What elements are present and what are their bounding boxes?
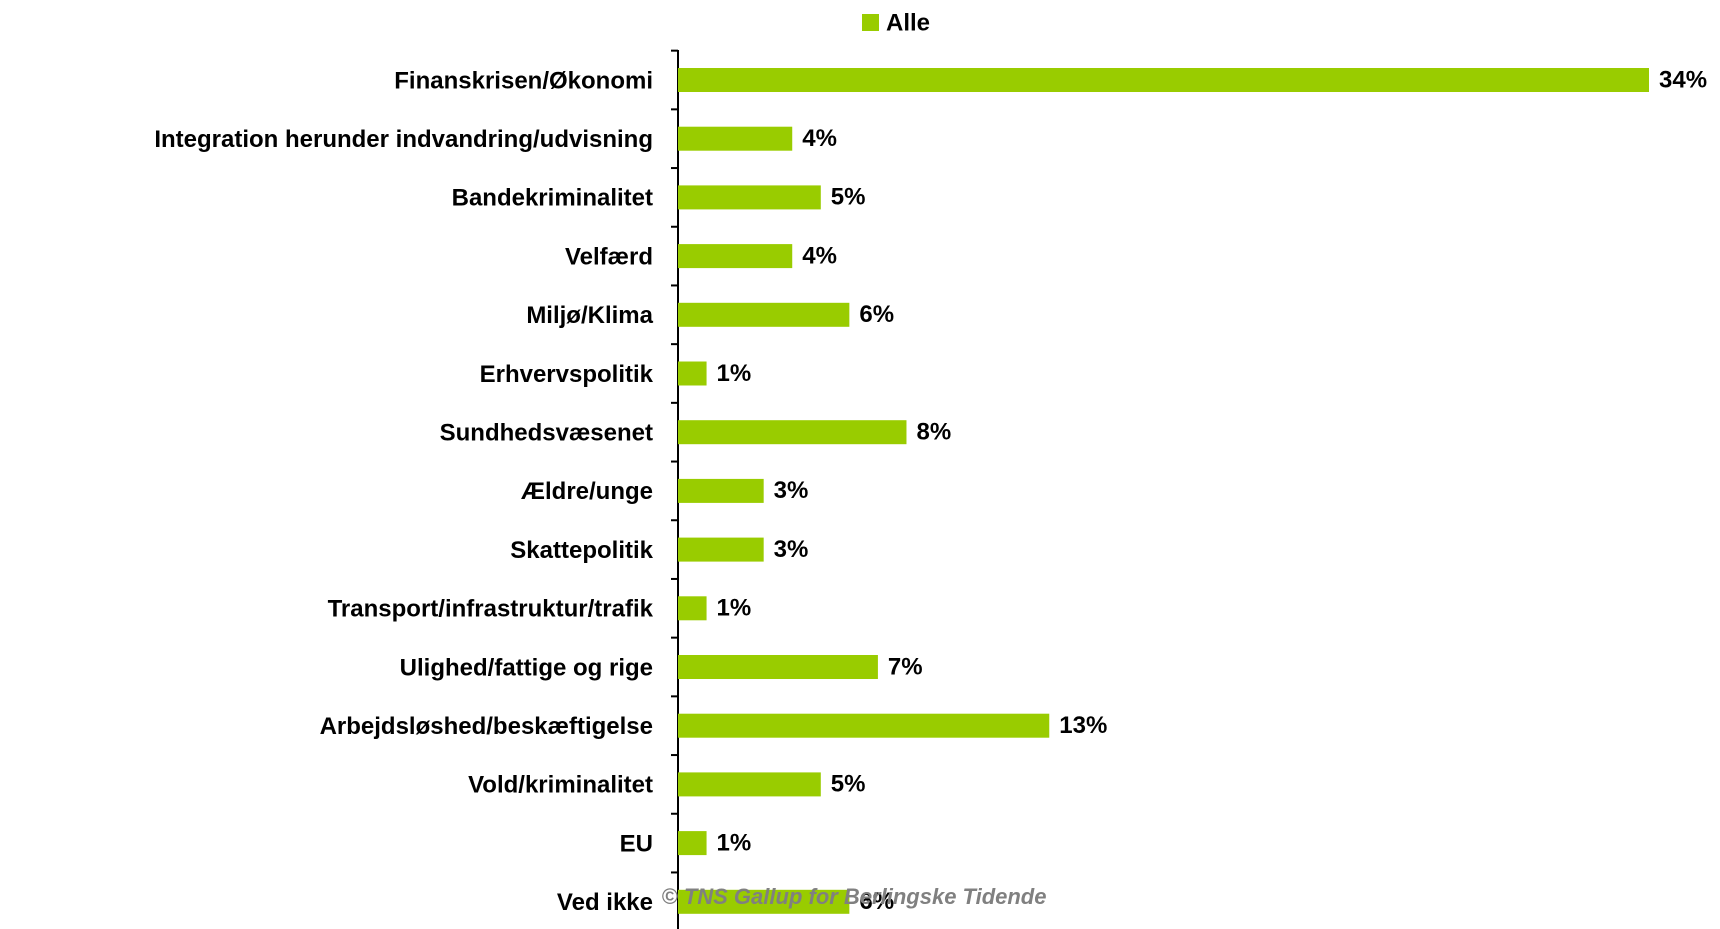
category-label: Finanskrisen/Økonomi — [394, 67, 653, 94]
category-label: Miljø/Klima — [526, 302, 653, 329]
category-label: Vold/kriminalitet — [468, 772, 653, 799]
value-label: 34% — [1659, 66, 1707, 93]
value-label: 3% — [774, 536, 809, 563]
bar — [678, 596, 707, 621]
value-label: 1% — [717, 829, 752, 856]
value-label: 5% — [831, 771, 866, 798]
value-label: 13% — [1059, 712, 1107, 739]
bar — [678, 713, 1050, 738]
footer: © TNS Gallup for Berlingske Tidende — [662, 884, 1047, 909]
value-label: 4% — [802, 242, 837, 269]
value-label: 5% — [831, 184, 866, 211]
category-label: Skattepolitik — [510, 537, 653, 564]
value-label: 8% — [916, 419, 951, 446]
bar — [678, 420, 907, 445]
value-label: 1% — [717, 595, 752, 622]
category-label: Ved ikke — [557, 889, 653, 916]
value-label: 4% — [802, 125, 837, 152]
value-label: 1% — [717, 360, 752, 387]
bar — [678, 126, 793, 151]
bar — [678, 361, 707, 386]
category-label: Ulighed/fattige og rige — [400, 654, 653, 681]
value-label: 6% — [859, 888, 894, 915]
category-label: Integration herunder indvandring/udvisni… — [154, 126, 653, 153]
bar — [678, 831, 707, 856]
value-label: 3% — [774, 477, 809, 504]
bar — [678, 244, 793, 269]
bar — [678, 889, 850, 914]
bar — [678, 68, 1649, 92]
bar — [678, 537, 764, 562]
bar — [678, 772, 821, 797]
category-label: Sundhedsvæsenet — [440, 420, 653, 447]
category-label: Transport/infrastruktur/trafik — [328, 596, 654, 623]
category-label: EU — [620, 830, 653, 857]
category-label: Arbejdsløshed/beskæftigelse — [320, 713, 653, 740]
value-label: 7% — [888, 653, 923, 680]
category-label: Ældre/unge — [521, 478, 653, 505]
legend-swatch — [862, 14, 879, 31]
category-label: Velfærd — [565, 243, 653, 270]
bar — [678, 655, 878, 679]
bar — [678, 185, 821, 210]
legend-label: Alle — [886, 9, 930, 36]
bar — [678, 478, 764, 503]
category-label: Bandekriminalitet — [452, 185, 653, 212]
value-label: 6% — [859, 301, 894, 328]
bar — [678, 302, 850, 327]
category-label: Erhvervspolitik — [480, 361, 654, 388]
